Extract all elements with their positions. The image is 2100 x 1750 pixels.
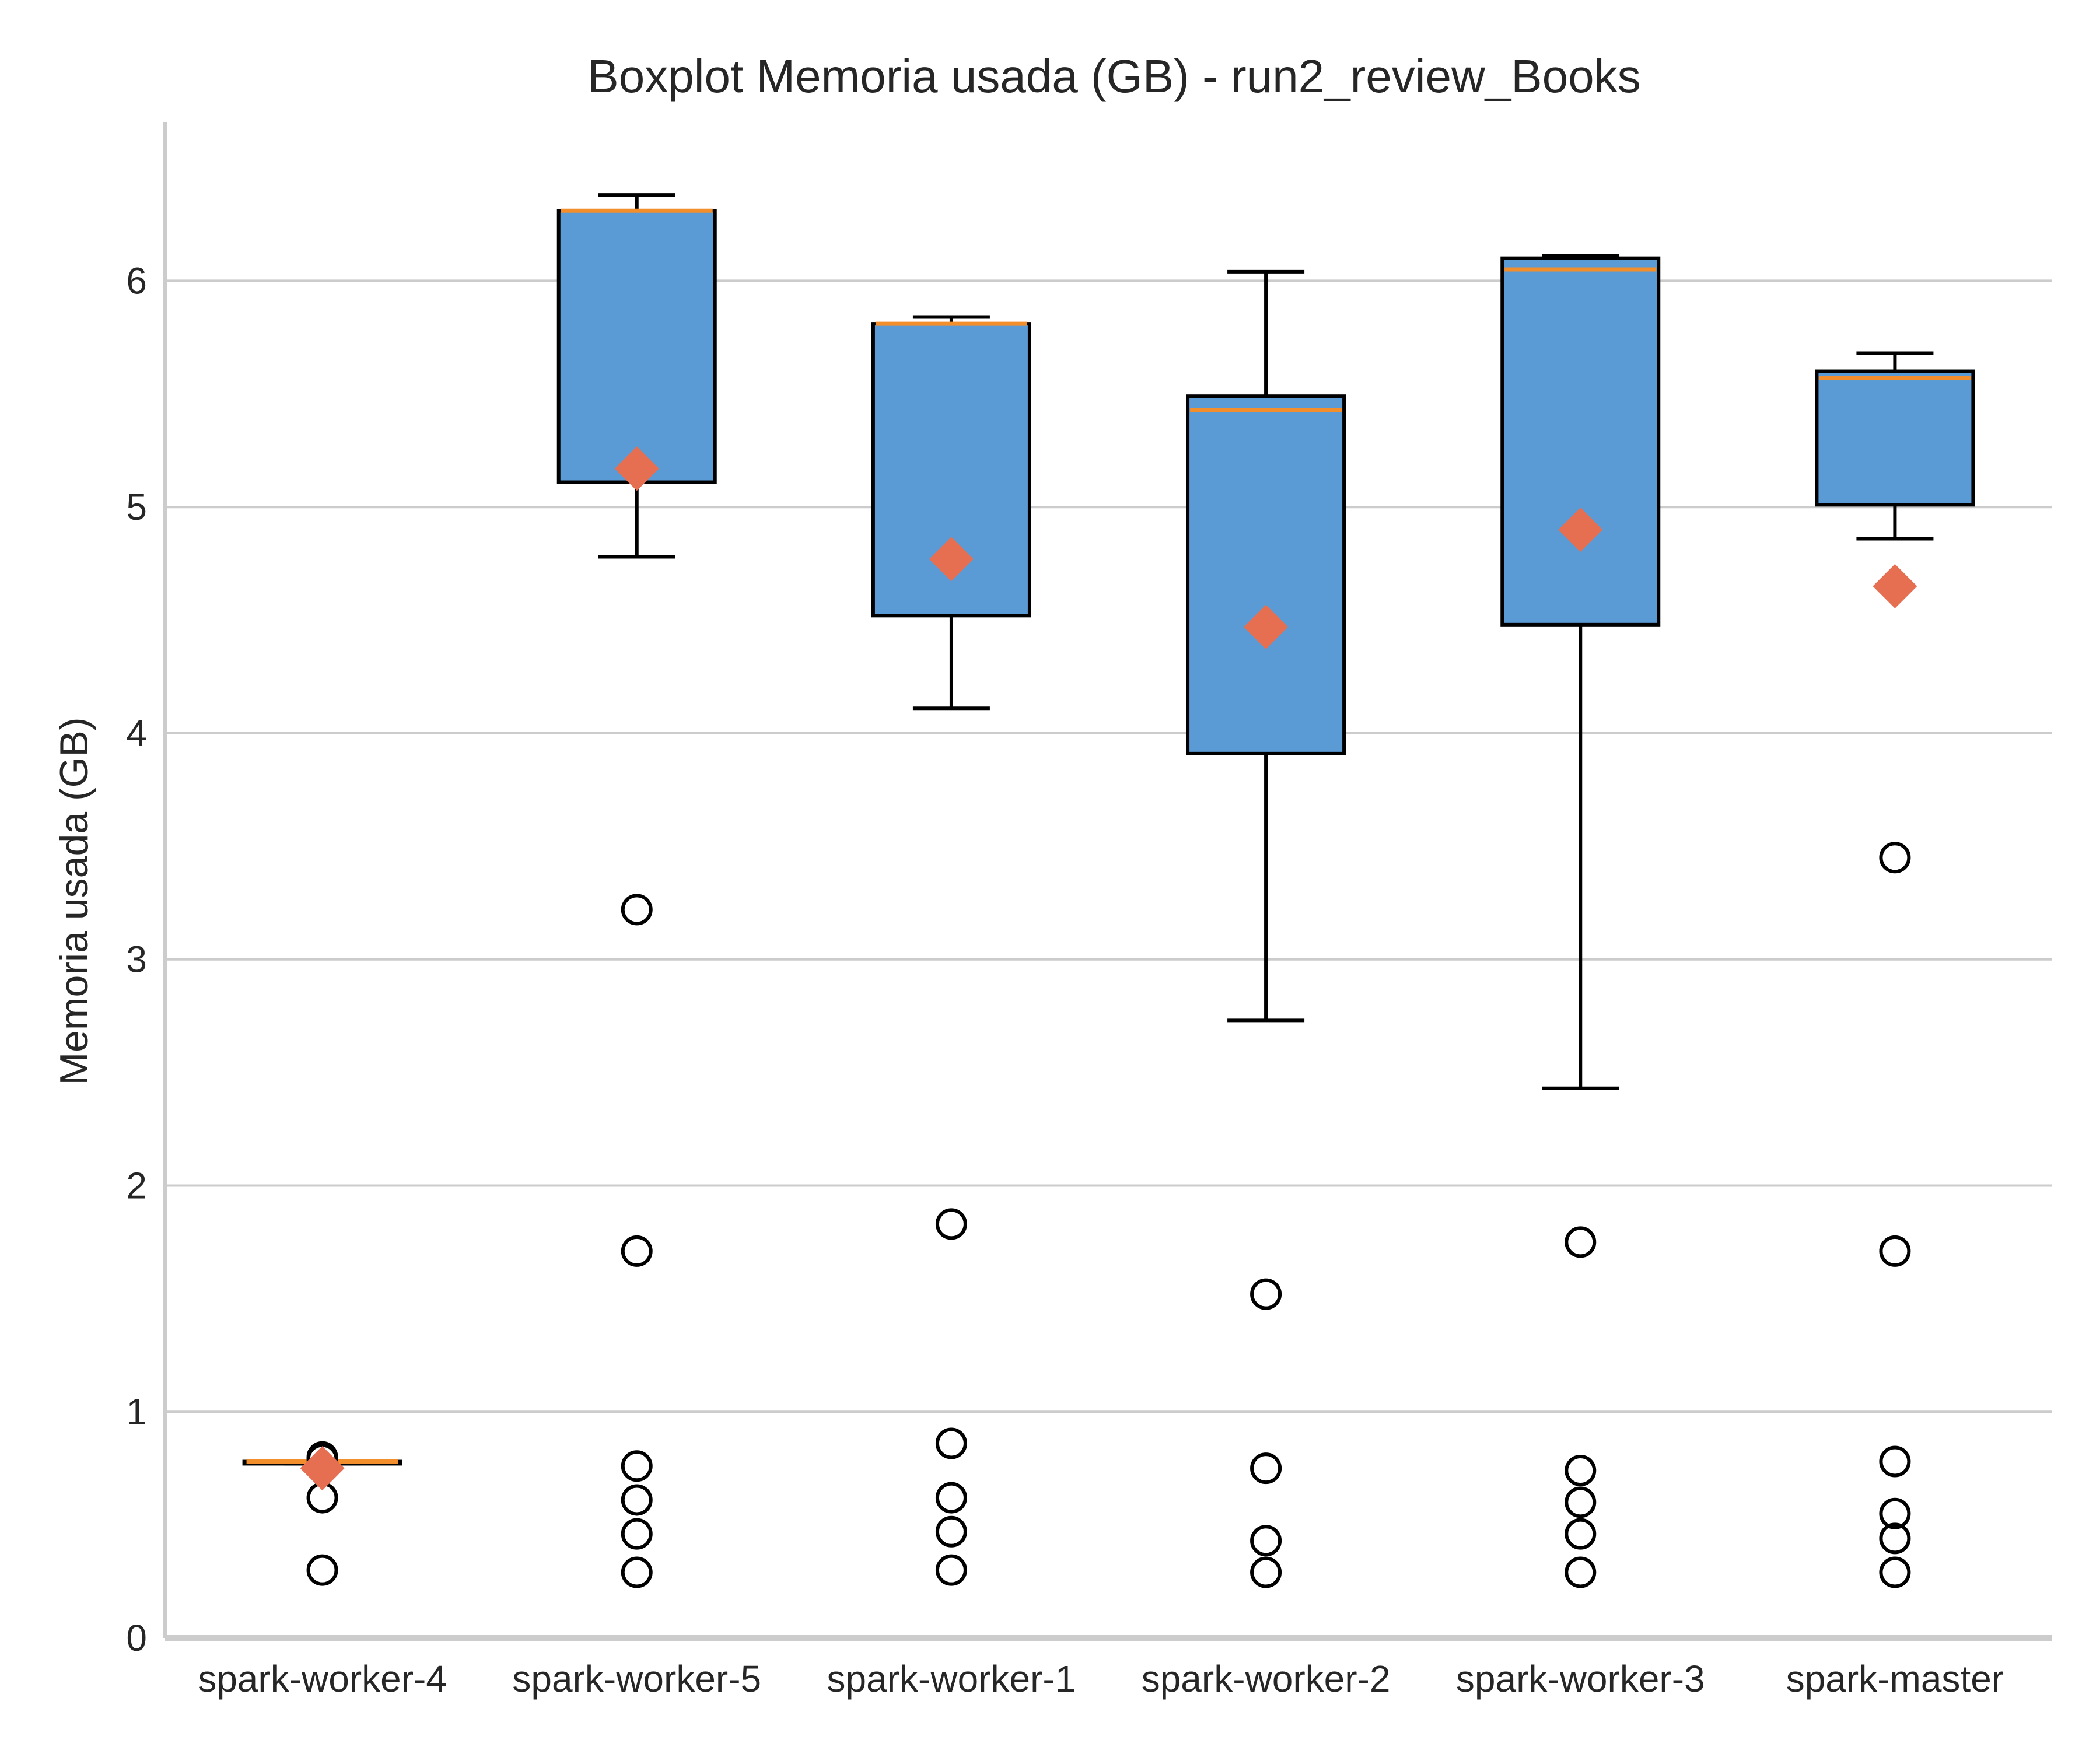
x-tick-label: spark-worker-3 xyxy=(1456,1658,1705,1700)
y-tick-label: 2 xyxy=(126,1164,147,1206)
mean-marker xyxy=(1558,507,1603,552)
y-axis-label: Memoria usada (GB) xyxy=(52,717,96,1085)
x-tick-label: spark-worker-5 xyxy=(512,1658,761,1700)
box-spark-worker-4 xyxy=(242,1441,402,1586)
y-tick-label: 6 xyxy=(126,260,147,302)
box-spark-worker-2 xyxy=(1186,270,1346,1588)
outlier-point xyxy=(935,1482,967,1514)
mean-marker xyxy=(300,1446,345,1491)
outlier-point xyxy=(935,1427,967,1460)
x-tick-label: spark-worker-1 xyxy=(827,1658,1076,1700)
outlier-point xyxy=(1564,1486,1597,1518)
outlier-point xyxy=(621,1450,653,1482)
box-body xyxy=(1815,369,1975,507)
outlier-point xyxy=(1879,1556,1911,1588)
box-spark-master xyxy=(1815,351,1975,1588)
y-tick-label: 0 xyxy=(126,1617,147,1659)
box-series xyxy=(242,193,1975,1588)
x-tick-label: spark-worker-2 xyxy=(1142,1658,1391,1700)
mean-marker xyxy=(614,446,659,491)
box-body xyxy=(1186,394,1346,755)
outlier-point xyxy=(1564,1455,1597,1487)
outlier-point xyxy=(1250,1525,1282,1557)
tick-labels: 0 1 2 3 4 5 6 spark-worker-4 spark-worker-5 spark… xyxy=(126,260,2004,1700)
y-tick-label: 5 xyxy=(126,486,147,528)
box-spark-worker-5 xyxy=(556,193,717,1588)
box-spark-worker-3 xyxy=(1500,254,1661,1588)
y-tick-label: 3 xyxy=(126,939,147,981)
x-tick-label: spark-master xyxy=(1786,1658,2004,1700)
outlier-point xyxy=(935,1208,967,1240)
outlier-point xyxy=(1564,1518,1597,1550)
outlier-point xyxy=(621,1556,653,1588)
box-body xyxy=(556,209,717,484)
outlier-point xyxy=(1250,1452,1282,1485)
outlier-point xyxy=(1879,1235,1911,1267)
outlier-point xyxy=(935,1516,967,1548)
outlier-point xyxy=(1879,1497,1911,1530)
mean-marker xyxy=(1244,604,1289,649)
box-spark-worker-1 xyxy=(871,315,1031,1586)
outlier-point xyxy=(621,1235,653,1267)
outlier-point xyxy=(1250,1278,1282,1310)
outlier-point xyxy=(621,1518,653,1550)
outlier-point xyxy=(621,894,653,926)
grid-lines xyxy=(165,279,2052,1413)
mean-marker xyxy=(1873,564,1917,608)
y-tick-label: 1 xyxy=(126,1391,147,1433)
x-tick-label: spark-worker-4 xyxy=(198,1658,447,1700)
outlier-point xyxy=(1879,1522,1911,1555)
outlier-point xyxy=(935,1554,967,1586)
outlier-point xyxy=(306,1554,338,1586)
outlier-point xyxy=(1879,1446,1911,1478)
mean-marker xyxy=(929,537,974,582)
outlier-point xyxy=(621,1484,653,1516)
chart-title: Boxplot Memoria usada (GB) - run2_review… xyxy=(587,50,1640,102)
box-body xyxy=(1500,256,1661,626)
axes xyxy=(163,123,2052,1641)
y-tick-label: 4 xyxy=(126,712,147,754)
outlier-point xyxy=(1879,842,1911,874)
outlier-point xyxy=(1564,1556,1597,1588)
outlier-point xyxy=(1564,1226,1597,1258)
outlier-point xyxy=(1250,1556,1282,1588)
